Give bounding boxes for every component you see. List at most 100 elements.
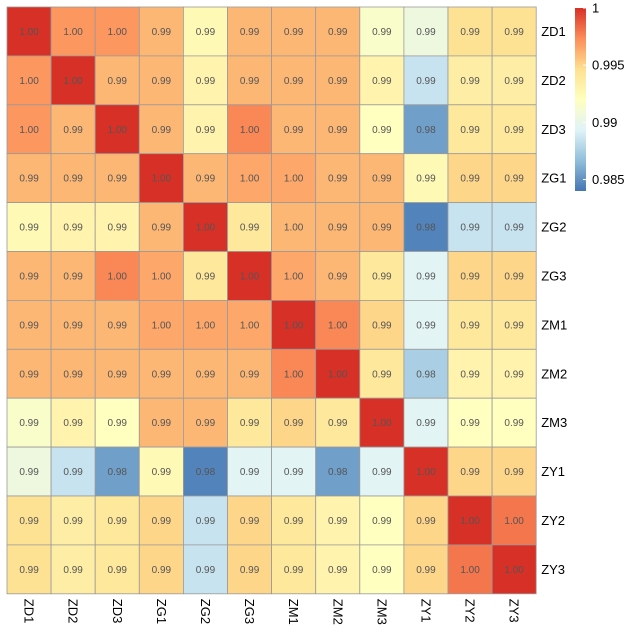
heatmap-cell-zy1-zm2 xyxy=(315,446,361,497)
cell-value-label: 0.99 xyxy=(504,418,524,429)
legend-tick-label: 1 xyxy=(592,1,599,16)
heatmap-cell-zy2-zd2 xyxy=(50,495,96,546)
heatmap-cell-zd3-zd3 xyxy=(94,104,140,155)
cell-value-label: 0.99 xyxy=(19,320,39,331)
heatmap-cell-zy3-zy1 xyxy=(403,544,449,595)
heatmap-cell-zy1-zg2 xyxy=(182,446,228,497)
cell-value-label: 0.99 xyxy=(504,467,524,478)
cell-value-label: 1.00 xyxy=(196,223,216,234)
cell-value-label: 0.99 xyxy=(372,27,392,38)
cell-value-label: 0.99 xyxy=(416,174,436,185)
cell-value-label: 0.99 xyxy=(152,76,172,87)
heatmap-cell-zm2-zg2 xyxy=(182,348,228,399)
cell-value-label: 0.99 xyxy=(240,467,260,478)
cell-value-label: 0.99 xyxy=(196,76,216,87)
heatmap-cell-zd3-zg1 xyxy=(138,104,184,155)
heatmap-cell-zm3-zy2 xyxy=(447,397,493,448)
cell-value-label: 0.99 xyxy=(372,467,392,478)
cell-value-label: 0.99 xyxy=(152,516,172,527)
heatmap-cell-zd2-zm2 xyxy=(315,55,361,106)
column-label-zd2: ZD2 xyxy=(66,599,81,624)
cell-value-label: 0.99 xyxy=(460,27,480,38)
cell-value-label: 0.99 xyxy=(63,369,83,380)
cell-value-label: 0.99 xyxy=(240,369,260,380)
cell-value-label: 0.99 xyxy=(460,467,480,478)
cell-value-label: 0.99 xyxy=(152,27,172,38)
column-labels: ZD1 ZD2 ZD3 ZG1 ZG2 ZG3 ZM1 ZM2 ZM3 ZY1 ZY2 ZY3 xyxy=(22,599,522,625)
cell-value-label: 1.00 xyxy=(152,174,172,185)
heatmap-cell-zg2-zm1 xyxy=(271,202,317,252)
cell-value-label: 1.00 xyxy=(284,223,304,234)
cell-value-label: 0.99 xyxy=(196,174,216,185)
cell-value-label: 0.99 xyxy=(328,174,348,185)
cell-value-label: 1.00 xyxy=(284,369,304,380)
cell-value-label: 0.99 xyxy=(63,174,83,185)
heatmap-cell-zm1-zd2 xyxy=(50,299,96,350)
cell-value-label: 0.99 xyxy=(328,125,348,136)
cell-value-label: 0.99 xyxy=(196,271,216,282)
cell-value-label: 0.99 xyxy=(196,125,216,136)
cell-value-label: 0.99 xyxy=(108,76,128,87)
cell-value-label: 0.99 xyxy=(284,418,304,429)
heatmap-cell-labels: 1.00 1.00 1.00 0.99 0.99 0.99 0.99 0.99 0.99 0.99… xyxy=(19,27,524,576)
heatmap-cells xyxy=(6,6,537,595)
cell-value-label: 1.00 xyxy=(460,565,480,576)
heatmap-cell-zy2-zy2 xyxy=(447,495,493,546)
column-label-zm2: ZM2 xyxy=(330,599,345,625)
cell-value-label: 0.99 xyxy=(152,223,172,234)
column-label-zg1: ZG1 xyxy=(154,599,169,624)
cell-value-label: 0.99 xyxy=(372,369,392,380)
cell-value-label: 0.99 xyxy=(460,320,480,331)
cell-value-label: 0.99 xyxy=(152,418,172,429)
heatmap-cell-zm3-zg1 xyxy=(138,397,184,448)
heatmap-cell-zd2-zy2 xyxy=(447,55,493,106)
heatmap-cell-zy2-zm2 xyxy=(315,495,361,546)
cell-value-label: 0.99 xyxy=(416,27,436,38)
cell-value-label: 0.99 xyxy=(63,418,83,429)
cell-value-label: 0.99 xyxy=(63,223,83,234)
heatmap-cell-zm2-zd3 xyxy=(94,348,140,399)
heatmap-cell-zg1-zy2 xyxy=(447,153,493,203)
cell-value-label: 0.99 xyxy=(196,516,216,527)
cell-value-label: 1.00 xyxy=(416,467,436,478)
heatmap-cell-zg1-zm1 xyxy=(271,153,317,203)
cell-value-label: 1.00 xyxy=(372,418,392,429)
cell-value-label: 1.00 xyxy=(63,76,83,87)
heatmap-cell-zd1-zm2 xyxy=(315,6,361,57)
heatmap-cell-zg3-zg3 xyxy=(227,251,272,301)
heatmap-cell-zm1-zd1 xyxy=(6,299,52,350)
heatmap-cell-zm1-zg2 xyxy=(182,299,228,350)
row-label-zm2: ZM2 xyxy=(541,366,567,381)
heatmap-cell-zy2-zg1 xyxy=(138,495,184,546)
column-label-zg2: ZG2 xyxy=(198,599,213,624)
cell-value-label: 1.00 xyxy=(108,125,128,136)
heatmap-cell-zd1-zd3 xyxy=(94,6,140,57)
heatmap-cell-zd3-zg2 xyxy=(182,104,228,155)
heatmap-cell-zm2-zy3 xyxy=(491,348,537,399)
cell-value-label: 0.98 xyxy=(196,467,216,478)
cell-value-label: 0.98 xyxy=(416,223,436,234)
cell-value-label: 0.99 xyxy=(504,76,524,87)
cell-value-label: 0.99 xyxy=(196,369,216,380)
heatmap-cell-zg2-zy2 xyxy=(447,202,493,252)
heatmap-cell-zm1-zm1 xyxy=(271,299,317,350)
cell-value-label: 0.99 xyxy=(240,76,260,87)
heatmap-cell-zm2-zy1 xyxy=(403,348,449,399)
cell-value-label: 0.99 xyxy=(284,125,304,136)
cell-value-label: 0.99 xyxy=(504,320,524,331)
cell-value-label: 0.99 xyxy=(152,565,172,576)
cell-value-label: 0.99 xyxy=(152,369,172,380)
legend-tick-label: 0.99 xyxy=(592,115,617,130)
cell-value-label: 0.99 xyxy=(63,516,83,527)
cell-value-label: 0.99 xyxy=(284,565,304,576)
heatmap-cell-zy2-zd1 xyxy=(6,495,52,546)
heatmap-cell-zd1-zy1 xyxy=(403,6,449,57)
heatmap-cell-zm3-zg3 xyxy=(227,397,272,448)
heatmap-cell-zd1-zd1 xyxy=(6,6,52,57)
cell-value-label: 0.99 xyxy=(108,516,128,527)
cell-value-label: 1.00 xyxy=(19,125,39,136)
cell-value-label: 0.99 xyxy=(460,271,480,282)
cell-value-label: 0.99 xyxy=(196,27,216,38)
cell-value-label: 0.99 xyxy=(504,271,524,282)
